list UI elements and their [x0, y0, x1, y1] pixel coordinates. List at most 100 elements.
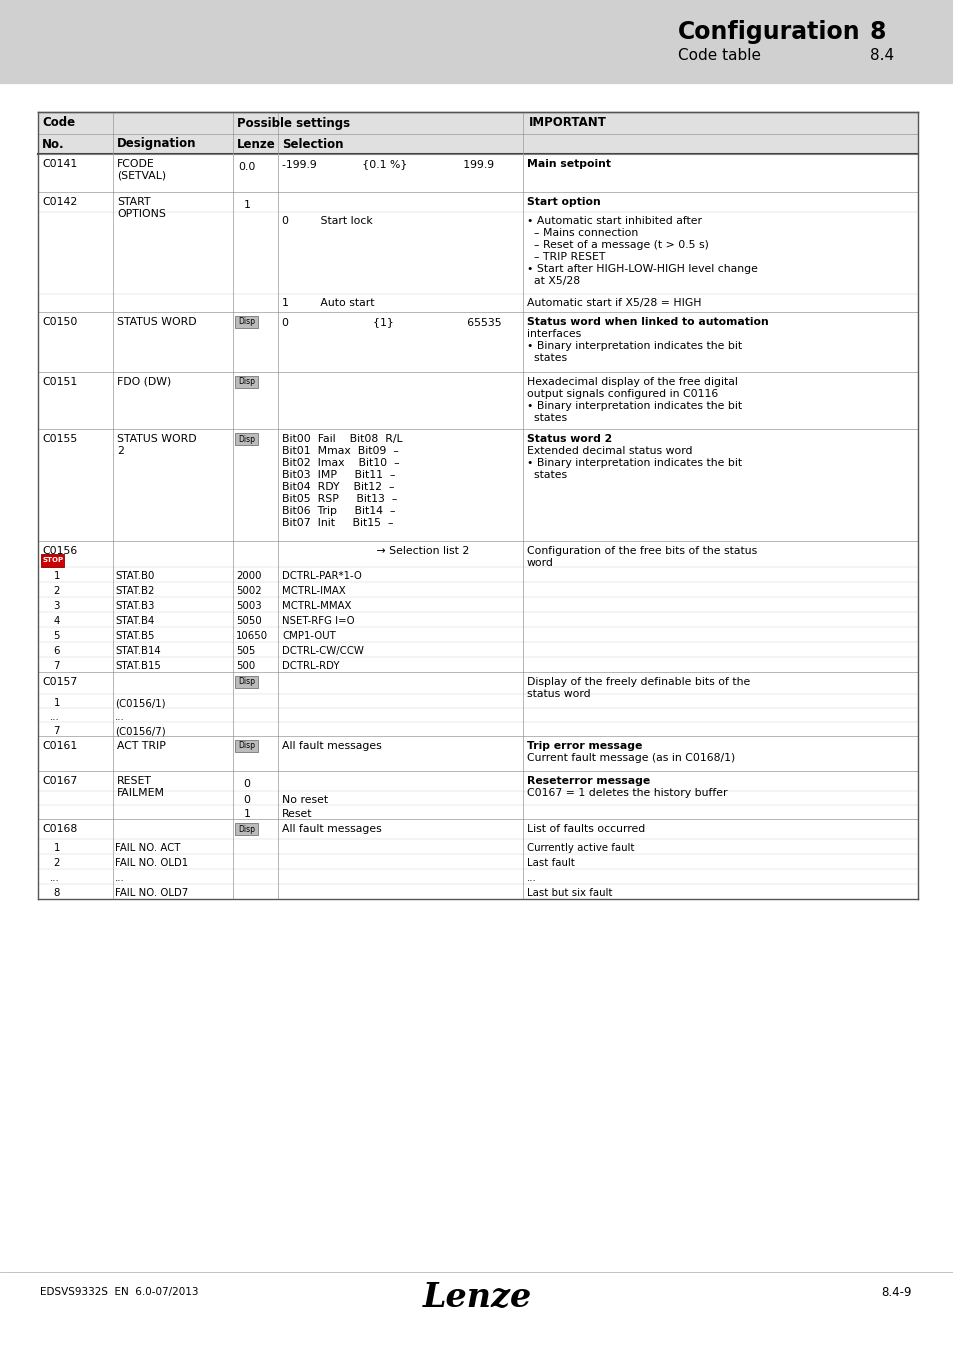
Text: FCODE: FCODE — [117, 159, 154, 169]
Text: 8.4-9: 8.4-9 — [881, 1285, 911, 1299]
Text: START: START — [117, 197, 151, 207]
Text: • Start after HIGH-LOW-HIGH level change: • Start after HIGH-LOW-HIGH level change — [526, 265, 757, 274]
Bar — [38, 541, 917, 567]
Text: Configuration: Configuration — [678, 20, 860, 45]
Text: C0155: C0155 — [42, 433, 77, 444]
Text: Bit06  Trip     Bit14  –: Bit06 Trip Bit14 – — [282, 506, 395, 516]
Text: 5003: 5003 — [235, 601, 261, 612]
Text: • Binary interpretation indicates the bit: • Binary interpretation indicates the bi… — [526, 342, 741, 351]
Text: 505: 505 — [235, 647, 255, 656]
Text: Code table: Code table — [678, 49, 760, 63]
Text: FDO (DW): FDO (DW) — [117, 377, 172, 387]
Bar — [38, 134, 917, 154]
Text: 1: 1 — [243, 809, 251, 819]
Text: 0.0: 0.0 — [238, 162, 255, 171]
Text: ...: ... — [51, 711, 60, 722]
Text: C0150: C0150 — [42, 317, 77, 327]
Text: – Mains connection: – Mains connection — [526, 228, 638, 238]
Text: (C0156/1): (C0156/1) — [115, 698, 166, 707]
Text: Disp: Disp — [238, 378, 255, 386]
Text: Designation: Designation — [117, 138, 196, 150]
Text: All fault messages: All fault messages — [282, 824, 381, 834]
Text: IMPORTANT: IMPORTANT — [529, 116, 606, 130]
Text: Bit00  Fail    Bit08  R/L: Bit00 Fail Bit08 R/L — [282, 433, 402, 444]
Text: 500: 500 — [235, 662, 255, 671]
Text: NSET-RFG I=O: NSET-RFG I=O — [282, 616, 355, 626]
Bar — [38, 884, 917, 899]
Text: 5: 5 — [53, 630, 60, 641]
Text: Reset: Reset — [282, 809, 313, 819]
Bar — [38, 657, 917, 672]
Text: ...: ... — [526, 873, 537, 883]
Text: MCTRL-IMAX: MCTRL-IMAX — [282, 586, 345, 595]
Text: 8: 8 — [869, 20, 885, 45]
Text: Disp: Disp — [238, 825, 255, 833]
Text: Disp: Disp — [238, 435, 255, 444]
Bar — [38, 192, 917, 212]
Text: MCTRL-MMAX: MCTRL-MMAX — [282, 601, 351, 612]
Text: 2: 2 — [53, 586, 60, 595]
Text: Last but six fault: Last but six fault — [526, 888, 612, 898]
Text: Reseterror message: Reseterror message — [526, 776, 650, 786]
Text: Extended decimal status word: Extended decimal status word — [526, 446, 692, 456]
Text: – Reset of a message (t > 0.5 s): – Reset of a message (t > 0.5 s) — [526, 240, 708, 250]
Bar — [38, 736, 917, 771]
FancyBboxPatch shape — [235, 377, 258, 387]
FancyBboxPatch shape — [42, 554, 65, 567]
Text: Last fault: Last fault — [526, 859, 575, 868]
Bar — [38, 567, 917, 582]
Text: STAT.B15: STAT.B15 — [115, 662, 161, 671]
Text: -199.9             {0.1 %}                199.9: -199.9 {0.1 %} 199.9 — [282, 159, 494, 169]
Text: RESET: RESET — [117, 776, 152, 786]
Text: 0         Start lock: 0 Start lock — [282, 216, 373, 225]
Text: 7: 7 — [53, 662, 60, 671]
Text: STATUS WORD: STATUS WORD — [117, 317, 196, 327]
Bar — [38, 373, 917, 429]
Bar — [38, 154, 917, 192]
Text: C0167 = 1 deletes the history buffer: C0167 = 1 deletes the history buffer — [526, 788, 727, 798]
Text: Display of the freely definable bits of the: Display of the freely definable bits of … — [526, 676, 749, 687]
Bar — [38, 855, 917, 869]
Text: C0142: C0142 — [42, 197, 77, 207]
Text: Disp: Disp — [238, 741, 255, 751]
Text: 4: 4 — [53, 616, 60, 626]
Text: at X5/28: at X5/28 — [526, 275, 579, 286]
Text: C0141: C0141 — [42, 159, 77, 169]
Text: 5050: 5050 — [235, 616, 261, 626]
Bar — [38, 643, 917, 657]
Text: 0: 0 — [243, 795, 251, 805]
Text: 2: 2 — [53, 859, 60, 868]
Text: 5002: 5002 — [235, 586, 261, 595]
Text: All fault messages: All fault messages — [282, 741, 381, 751]
Bar — [38, 838, 917, 855]
Text: 6: 6 — [53, 647, 60, 656]
Text: Bit02  Imax    Bit10  –: Bit02 Imax Bit10 – — [282, 458, 399, 468]
Text: Possible settings: Possible settings — [236, 116, 350, 130]
Bar — [38, 694, 917, 707]
Text: • Automatic start inhibited after: • Automatic start inhibited after — [526, 216, 701, 225]
Bar — [38, 869, 917, 884]
Text: DCTRL-CW/CCW: DCTRL-CW/CCW — [282, 647, 363, 656]
Text: FAILMEM: FAILMEM — [117, 788, 165, 798]
Text: – TRIP RESET: – TRIP RESET — [526, 252, 605, 262]
Text: Trip error message: Trip error message — [526, 741, 641, 751]
Text: • Binary interpretation indicates the bit: • Binary interpretation indicates the bi… — [526, 401, 741, 410]
Bar — [38, 672, 917, 694]
FancyBboxPatch shape — [235, 676, 258, 688]
Bar — [38, 819, 917, 838]
Text: Main setpoint: Main setpoint — [526, 159, 610, 169]
Text: Bit05  RSP     Bit13  –: Bit05 RSP Bit13 – — [282, 494, 397, 504]
Text: Hexadecimal display of the free digital: Hexadecimal display of the free digital — [526, 377, 737, 387]
Text: C0157: C0157 — [42, 676, 77, 687]
Text: ...: ... — [115, 873, 125, 883]
FancyBboxPatch shape — [235, 433, 258, 446]
Bar — [38, 626, 917, 643]
Text: Current fault message (as in C0168/1): Current fault message (as in C0168/1) — [526, 753, 735, 763]
Bar — [38, 612, 917, 626]
Text: Lenze: Lenze — [236, 138, 275, 150]
Text: status word: status word — [526, 688, 590, 699]
Text: ...: ... — [115, 711, 125, 722]
Bar — [38, 791, 917, 805]
Text: STAT.B5: STAT.B5 — [115, 630, 154, 641]
FancyBboxPatch shape — [235, 824, 258, 836]
